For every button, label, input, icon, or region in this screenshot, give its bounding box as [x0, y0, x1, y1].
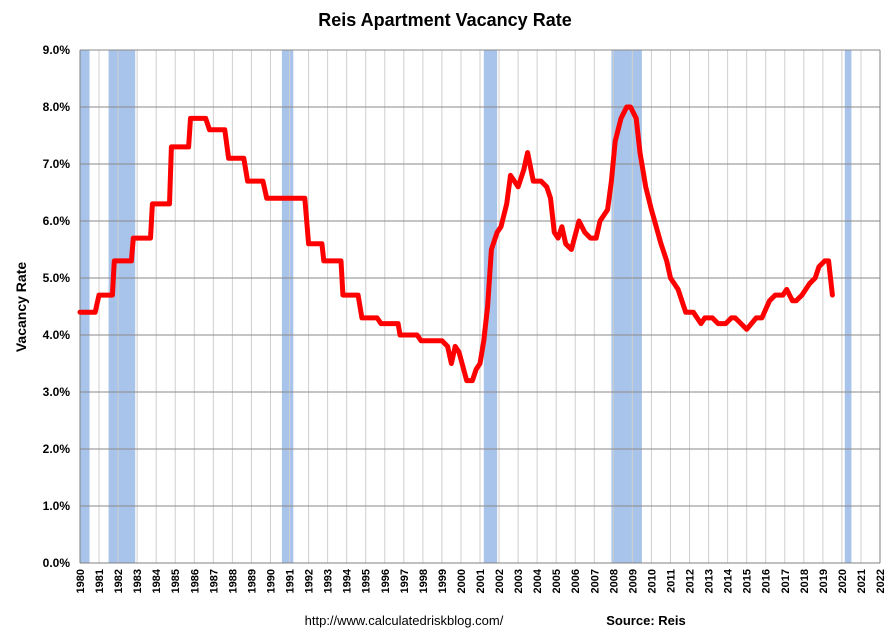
x-tick-label-1992: 1992: [304, 569, 316, 593]
y-tick-label-9: 9.0%: [43, 43, 71, 57]
y-tick-label-3: 3.0%: [43, 385, 71, 399]
x-tick-label-1989: 1989: [246, 569, 258, 593]
x-tick-label-2002: 2002: [494, 569, 506, 593]
x-tick-label-2016: 2016: [761, 569, 773, 593]
x-tick-label-2019: 2019: [818, 569, 830, 593]
x-tick-label-2018: 2018: [799, 569, 811, 593]
x-tick-label-1994: 1994: [342, 568, 354, 593]
x-tick-label-2000: 2000: [456, 569, 468, 593]
recession-band-0: [80, 50, 90, 563]
y-axis-label: Vacancy Rate: [13, 262, 29, 352]
x-tick-label-2022: 2022: [875, 569, 887, 593]
x-tick-label-1991: 1991: [285, 569, 297, 593]
x-tick-label-2008: 2008: [608, 569, 620, 593]
x-tick-label-2014: 2014: [723, 568, 735, 593]
y-tick-label-1: 1.0%: [43, 499, 71, 513]
footer-url[interactable]: http://www.calculatedriskblog.com/: [305, 613, 504, 628]
x-tick-label-2013: 2013: [704, 569, 716, 593]
x-tick-label-1999: 1999: [437, 569, 449, 593]
x-tick-label-1986: 1986: [189, 569, 201, 593]
y-tick-label-8: 8.0%: [43, 100, 71, 114]
y-tick-label-0: 0.0%: [43, 556, 71, 570]
x-tick-label-1985: 1985: [170, 569, 182, 593]
x-tick-label-2004: 2004: [532, 568, 544, 593]
y-tick-labels: 0.0% 1.0% 2.0% 3.0% 4.0% 5.0% 6.0% 7.0% 8.0% 9.0%: [43, 43, 71, 570]
x-tick-label-1995: 1995: [361, 569, 373, 593]
x-tick-label-1982: 1982: [113, 569, 125, 593]
x-tick-label-2020: 2020: [837, 569, 849, 593]
x-tick-label-1990: 1990: [265, 569, 277, 593]
x-tick-label-2006: 2006: [570, 569, 582, 593]
x-tick-label-2009: 2009: [627, 569, 639, 593]
series-line-0: [77, 104, 835, 384]
x-tick-label-1988: 1988: [227, 569, 239, 593]
x-tick-label-1983: 1983: [132, 569, 144, 593]
x-tick-label-1993: 1993: [323, 569, 335, 593]
recession-band-3: [483, 50, 498, 563]
grid-lines: [79, 49, 881, 564]
x-tick-label-2003: 2003: [513, 569, 525, 593]
x-tick-labels: 1980 1981 1982 1983 1984 1985 1986 1987 1988 1989…: [75, 568, 887, 593]
footer-source: Source: Reis: [606, 613, 685, 628]
axes: [79, 50, 881, 564]
x-tick-label-2015: 2015: [742, 569, 754, 593]
y-tick-label-2: 2.0%: [43, 442, 71, 456]
x-tick-label-2012: 2012: [685, 569, 697, 593]
x-tick-label-2017: 2017: [780, 569, 792, 593]
x-tick-label-1997: 1997: [399, 569, 411, 593]
chart-title: Reis Apartment Vacancy Rate: [318, 10, 571, 30]
x-tick-label-1980: 1980: [75, 569, 87, 593]
x-tick-label-1981: 1981: [94, 569, 106, 593]
series-lines: [77, 104, 835, 384]
recession-band-5: [844, 50, 852, 563]
y-tick-label-6: 6.0%: [43, 214, 71, 228]
x-tick-label-2010: 2010: [646, 569, 658, 593]
recession-band-1: [108, 50, 136, 563]
x-tick-label-1984: 1984: [151, 568, 163, 593]
x-tick-label-2021: 2021: [856, 569, 868, 593]
y-tick-label-5: 5.0%: [43, 271, 71, 285]
y-tick-label-4: 4.0%: [43, 328, 71, 342]
x-tick-label-2007: 2007: [589, 569, 601, 593]
recession-band-2: [281, 50, 294, 563]
x-tick-label-2011: 2011: [665, 569, 677, 593]
x-tick-label-2001: 2001: [475, 569, 487, 593]
x-tick-label-2005: 2005: [551, 569, 563, 593]
x-tick-label-1998: 1998: [418, 569, 430, 593]
y-tick-label-7: 7.0%: [43, 157, 71, 171]
x-tick-label-1987: 1987: [208, 569, 220, 593]
x-tick-label-1996: 1996: [380, 569, 392, 593]
